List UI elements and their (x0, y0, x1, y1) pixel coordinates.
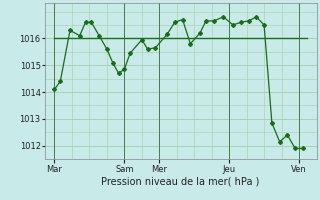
X-axis label: Pression niveau de la mer( hPa ): Pression niveau de la mer( hPa ) (101, 177, 260, 187)
